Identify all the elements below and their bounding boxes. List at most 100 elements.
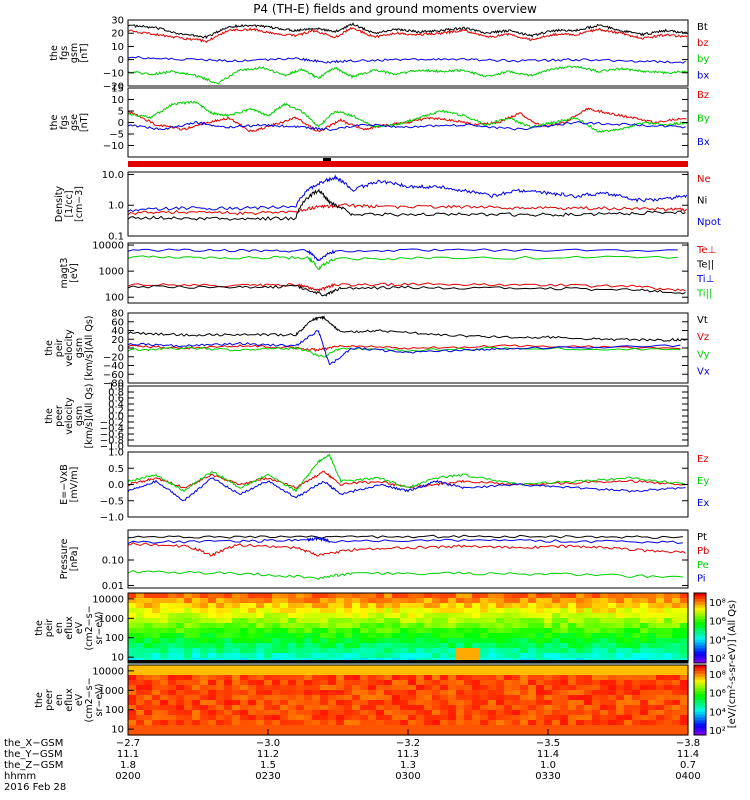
spectrogram-cell bbox=[664, 613, 673, 619]
spectrogram-cell bbox=[512, 623, 521, 629]
colorbar-tick-label: 10⁶ bbox=[709, 689, 726, 700]
spectrogram-cell bbox=[344, 715, 353, 721]
spectrogram-cell bbox=[320, 695, 329, 701]
spectrogram-cell bbox=[488, 675, 497, 681]
spectrogram-cell bbox=[216, 613, 225, 619]
spectrogram-cell bbox=[504, 653, 513, 659]
spectrogram-cell bbox=[304, 695, 313, 701]
spectrogram-cell bbox=[488, 725, 497, 731]
spectrogram-cell bbox=[632, 633, 641, 639]
spectrogram-cell bbox=[176, 618, 185, 624]
spectrogram-cell bbox=[392, 670, 401, 676]
spectrogram-cell bbox=[168, 705, 177, 711]
spectrogram-cell bbox=[216, 715, 225, 721]
spectrogram-cell bbox=[592, 680, 601, 686]
spectrogram-cell bbox=[528, 665, 537, 671]
colorbar-label: [eV/(cm²-s-sr-eV)] (All Qs) bbox=[727, 600, 738, 729]
spectrogram-cell bbox=[632, 613, 641, 619]
spectrogram-cell bbox=[360, 653, 369, 659]
spectrogram-cell bbox=[392, 653, 401, 659]
spectrogram-cell bbox=[216, 710, 225, 716]
spectrogram-cell bbox=[560, 618, 569, 624]
tick-label: 10 bbox=[111, 653, 124, 664]
spectrogram-cell bbox=[600, 628, 609, 634]
spectrogram-peer_en bbox=[128, 665, 689, 736]
colorbar-cell bbox=[694, 628, 706, 632]
spectrogram-cell bbox=[336, 613, 345, 619]
spectrogram-cell bbox=[560, 648, 569, 654]
spectrogram-cell bbox=[560, 628, 569, 634]
spectrogram-cell bbox=[512, 598, 521, 604]
spectrogram-cell bbox=[504, 720, 513, 726]
spectrogram-cell bbox=[256, 715, 265, 721]
spectrogram-cell bbox=[288, 653, 297, 659]
spectrogram-cell bbox=[528, 613, 537, 619]
spectrogram-cell bbox=[472, 695, 481, 701]
spectrogram-cell bbox=[568, 730, 577, 736]
spectrogram-cell bbox=[488, 685, 497, 691]
spectrogram-cell bbox=[584, 710, 593, 716]
spectrogram-cell bbox=[136, 653, 145, 659]
spectrogram-cell bbox=[224, 725, 233, 731]
spectrogram-cell bbox=[224, 643, 233, 649]
spectrogram-cell bbox=[320, 700, 329, 706]
spectrogram-cell bbox=[520, 653, 529, 659]
spectrogram-cell bbox=[216, 593, 225, 599]
spectrogram-cell bbox=[248, 593, 257, 599]
spectrogram-cell bbox=[312, 638, 321, 644]
spectrogram-cell bbox=[200, 653, 209, 659]
x-tick-label: 1.0 bbox=[540, 760, 556, 771]
spectrogram-cell bbox=[248, 643, 257, 649]
spectrogram-cell bbox=[576, 670, 585, 676]
spectrogram-cell bbox=[472, 715, 481, 721]
spectrogram-cell bbox=[256, 613, 265, 619]
spectrogram-cell bbox=[344, 685, 353, 691]
spectrogram-cell bbox=[464, 720, 473, 726]
spectrogram-cell bbox=[512, 715, 521, 721]
spectrogram-cell bbox=[648, 653, 657, 659]
spectrogram-cell bbox=[528, 685, 537, 691]
spectrogram-cell bbox=[328, 715, 337, 721]
spectrogram-cell bbox=[512, 680, 521, 686]
spectrogram-cell bbox=[488, 593, 497, 599]
spectrogram-cell bbox=[656, 705, 665, 711]
tick-label: 10.0 bbox=[102, 170, 124, 181]
spectrogram-cell bbox=[424, 680, 433, 686]
spectrogram-cell bbox=[376, 628, 385, 634]
tick-label: −0.4 bbox=[100, 424, 124, 435]
spectrogram-cell bbox=[176, 705, 185, 711]
spectrogram-cell bbox=[304, 628, 313, 634]
spectrogram-cell bbox=[416, 720, 425, 726]
spectrogram-cell bbox=[472, 598, 481, 604]
spectrogram-cell bbox=[168, 598, 177, 604]
spectrogram-cell bbox=[232, 623, 241, 629]
spectrogram-cell bbox=[656, 720, 665, 726]
spectrogram-cell bbox=[392, 598, 401, 604]
spectrogram-cell bbox=[472, 653, 481, 659]
spectrogram-cell bbox=[248, 695, 257, 701]
colorbar-cell bbox=[694, 694, 706, 698]
ylabel-fgs_gsm: the fgs gsm [nT] bbox=[49, 43, 90, 63]
spectrogram-cell bbox=[496, 643, 505, 649]
spectrogram-cell bbox=[344, 643, 353, 649]
spectrogram-cell bbox=[608, 695, 617, 701]
spectrogram-cell bbox=[552, 695, 561, 701]
spectrogram-cell bbox=[480, 715, 489, 721]
x-row-label: the_Z−GSM bbox=[4, 760, 63, 771]
spectrogram-cell bbox=[280, 700, 289, 706]
spectrogram-cell bbox=[672, 638, 681, 644]
spectrogram-cell bbox=[224, 653, 233, 659]
spectrogram-cell bbox=[520, 643, 529, 649]
spectrogram-cell bbox=[600, 725, 609, 731]
spectrogram-cell bbox=[504, 593, 513, 599]
spectrogram-cell bbox=[680, 695, 689, 701]
spectrogram-cell bbox=[424, 628, 433, 634]
tick-label: 0.2 bbox=[108, 406, 124, 417]
spectrogram-cell bbox=[256, 725, 265, 731]
spectrogram-cell bbox=[208, 593, 217, 599]
spectrogram-cell bbox=[152, 613, 161, 619]
spectrogram-cell bbox=[160, 613, 169, 619]
spectrogram-cell bbox=[312, 665, 321, 671]
spectrogram-cell bbox=[336, 593, 345, 599]
